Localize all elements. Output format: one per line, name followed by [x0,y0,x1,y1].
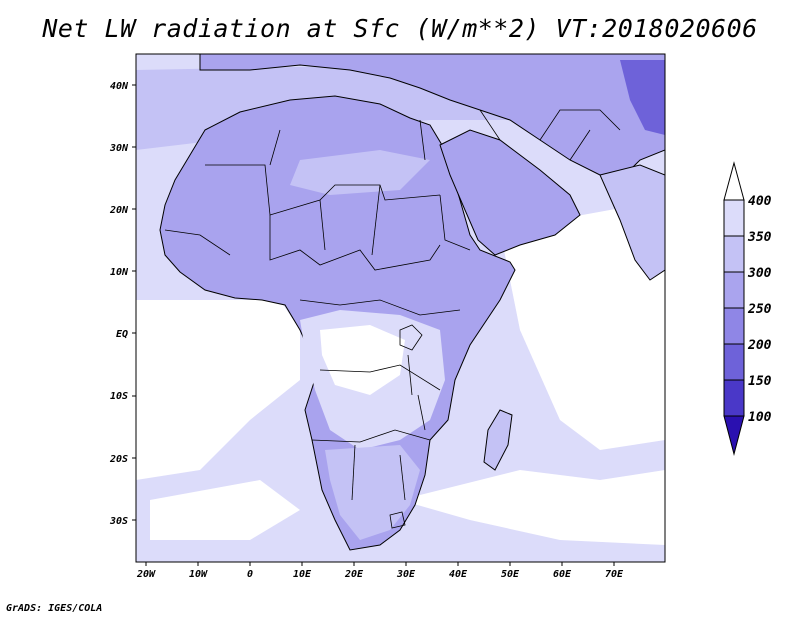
clear-patch [150,480,300,540]
lat-label: EQ [116,329,128,340]
map-frame [135,53,666,563]
lat-ticks [132,84,136,521]
lat-axis: 40N 30N 20N 10N EQ 10S 20S 30S [109,81,129,527]
madagascar [483,409,513,471]
map-title: Net LW radiation at Sfc (W/m**2) VT:2018… [42,14,758,43]
lon-axis: 20W 10W 0 10E 20E 30E 40E 50E 60E 70E [136,569,624,580]
lon-label: 70E [605,569,624,580]
colorbar-segment [723,199,745,237]
lat-label: 30S [109,516,128,527]
colorbar-segment [723,343,745,381]
lon-label: 20W [136,569,156,580]
colorbar-segment [723,307,745,345]
southern-africa [325,445,420,540]
clear-patch [500,200,665,450]
lon-label: 20E [344,569,364,580]
lon-label: 10E [293,569,312,580]
clear-patch [400,470,665,545]
eurasia-landmass [199,54,665,181]
colorbar-top-arrow [723,161,745,201]
sahara-band [290,150,430,195]
country-borders [164,109,621,501]
colorbar-segment [723,235,745,273]
lon-label: 10W [189,569,208,580]
colorbar-bottom-arrow [723,415,745,456]
lon-label: 60E [553,569,572,580]
lon-label: 0 [247,569,253,580]
colorbar-label: 250 [747,302,772,317]
india-landmass [599,164,665,281]
colorbar-label: 350 [747,230,772,245]
colorbar: 400 350 300 250 200 150 100 [723,161,772,456]
lat-label: 40N [110,81,129,92]
lat-label: 20N [109,205,129,216]
high-latitude-dark [620,60,665,135]
colorbar-segment [723,271,745,309]
colorbar-label: 200 [747,338,772,353]
lon-label: 50E [501,569,520,580]
lat-label: 30N [109,143,129,154]
lat-label: 10N [110,267,129,278]
interior-clear-region [320,325,405,395]
radiation-field [136,54,665,562]
clear-patch [136,300,300,480]
colorbar-label: 300 [747,266,772,281]
colorbar-label: 100 [748,410,772,425]
grads-credit: GrADS: IGES/COLA [6,603,103,614]
lat-label: 20S [109,454,128,465]
colorbar-label: 150 [748,374,772,389]
colorbar-label: 400 [748,194,772,209]
lakes [389,324,426,529]
colorbar-segment [723,379,745,417]
lon-label: 30E [396,569,416,580]
lon-ticks [145,562,615,566]
lon-label: 40E [449,569,468,580]
lat-label: 10S [110,391,128,402]
